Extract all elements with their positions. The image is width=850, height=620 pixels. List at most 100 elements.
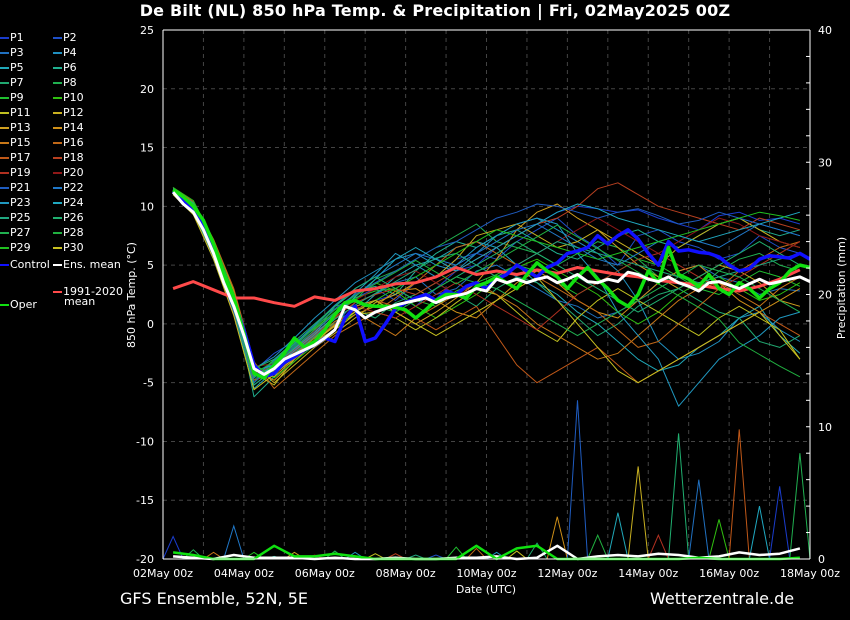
y-tick-label: 15: [140, 142, 154, 155]
precip-member-peak: [627, 466, 649, 560]
legend-swatch: [53, 142, 62, 144]
legend-label: Oper: [10, 298, 37, 311]
x-tick-label: 02May 00z: [133, 567, 193, 580]
precip-member-peak: [728, 429, 750, 560]
legend-item-p16: P16: [53, 136, 84, 150]
legend-swatch: [53, 37, 62, 39]
precip-oper-line: [172, 544, 800, 561]
x-tick-label: 10May 00z: [456, 567, 516, 580]
legend-swatch: [53, 247, 62, 249]
legend-item-p27: P27: [0, 226, 31, 240]
precip-member-peak: [566, 400, 589, 560]
legend-item-p11: P11: [0, 106, 31, 120]
x-tick-label: 18May 00z: [780, 567, 840, 580]
legend-label: P26: [63, 211, 84, 224]
x-tick-label: 04May 00z: [214, 567, 274, 580]
legend-item-p10: P10: [53, 91, 84, 105]
legend-label: P11: [10, 106, 31, 119]
y-tick-label: -10: [136, 435, 154, 448]
legend-swatch: [53, 202, 62, 204]
precip-member-peak: [465, 547, 487, 560]
y-tick-label: 5: [147, 259, 154, 272]
legend-label: 1991-2020: [63, 285, 123, 298]
legend-swatch: [53, 264, 62, 266]
legend-label: P5: [10, 61, 24, 74]
legend-label: P30: [63, 241, 84, 254]
precip-member-peak: [506, 550, 528, 560]
legend-swatch: [53, 52, 62, 54]
y-tick-label: -20: [136, 553, 154, 566]
precip-member-peak: [647, 533, 669, 560]
legend-swatch: [0, 172, 9, 174]
source-credit[interactable]: Wetterzentrale.de: [650, 589, 795, 608]
y2-axis-label: Precipitation (mm): [835, 237, 848, 339]
member-line-p12: [172, 188, 801, 384]
legend-item-p30: P30: [53, 241, 84, 255]
x-tick-label: 08May 00z: [376, 567, 436, 580]
legend-swatch: [0, 232, 9, 234]
legend-label: P29: [10, 241, 31, 254]
legend-swatch: [53, 187, 62, 189]
legend-label: P20: [63, 166, 84, 179]
legend-label: P27: [10, 226, 31, 239]
legend-swatch: [53, 291, 62, 293]
y2-tick-label: 30: [818, 156, 832, 169]
legend-item-p13: P13: [0, 121, 31, 135]
member-line-p26: [172, 189, 801, 370]
legend-item-p21: P21: [0, 181, 31, 195]
legend-item-p8: P8: [53, 76, 77, 90]
legend-swatch: [53, 97, 62, 99]
legend-label: P13: [10, 121, 31, 134]
legend-item-p28: P28: [53, 226, 84, 240]
legend-item-p3: P3: [0, 46, 24, 60]
key-series: [171, 188, 811, 380]
y-tick-label: 10: [140, 200, 154, 213]
legend-swatch: [0, 304, 9, 306]
legend-item-p19: P19: [0, 166, 31, 180]
precip-member-peak: [546, 516, 568, 560]
legend-item-p14: P14: [53, 121, 84, 135]
legend-item-p25: P25: [0, 211, 31, 225]
precip-member-peak: [688, 479, 710, 560]
legend-label: P23: [10, 196, 31, 209]
legend-swatch: [0, 97, 9, 99]
precip-member-peak: [223, 524, 245, 560]
y-tick-label: -5: [143, 377, 154, 390]
legend-swatch: [53, 67, 62, 69]
legend-label: P19: [10, 166, 31, 179]
x-tick-label: 16May 00z: [699, 567, 759, 580]
precip-member-peak: [162, 535, 184, 560]
legend-label: P25: [10, 211, 31, 224]
legend-label: P17: [10, 151, 31, 164]
y-tick-label: -15: [136, 494, 154, 507]
legend-swatch: [53, 232, 62, 234]
legend-label: P14: [63, 121, 84, 134]
legend-swatch: [0, 202, 9, 204]
legend-item-p15: P15: [0, 136, 31, 150]
legend-item-p2: P2: [53, 31, 77, 45]
y-axis-label: 850 hPa Temp. (°C): [125, 242, 138, 348]
legend-item-p26: P26: [53, 211, 84, 225]
ens-mean-line: [171, 191, 811, 376]
legend-label: Control: [10, 258, 50, 271]
legend-item-p18: P18: [53, 151, 84, 165]
legend-label: P16: [63, 136, 84, 149]
precip-member-peak: [748, 506, 771, 560]
legend-label: P10: [63, 91, 84, 104]
legend-label: P1: [10, 31, 24, 44]
precip-member-peak: [708, 519, 730, 560]
legend-item-p9: P9: [0, 91, 24, 105]
legend-item-climate-mean: 1991-2020 mean: [53, 285, 123, 308]
legend-swatch: [53, 157, 62, 159]
x-tick-label: 06May 00z: [295, 567, 355, 580]
legend-label: P6: [63, 61, 77, 74]
y2-tick-label: 10: [818, 421, 832, 434]
axes: 25 20 15 10 5 0 -5 -10 -15 -20 0 10 20 30 40 02May 00z 0…: [133, 24, 840, 580]
legend-item-control: Control: [0, 258, 50, 272]
legend-item-p20: P20: [53, 166, 84, 180]
precip-member-peak: [789, 453, 811, 560]
model-info: GFS Ensemble, 52N, 5E: [120, 589, 308, 608]
legend-swatch: [53, 82, 62, 84]
x-axis-label: Date (UTC): [456, 583, 516, 596]
legend-item-p29: P29: [0, 241, 31, 255]
